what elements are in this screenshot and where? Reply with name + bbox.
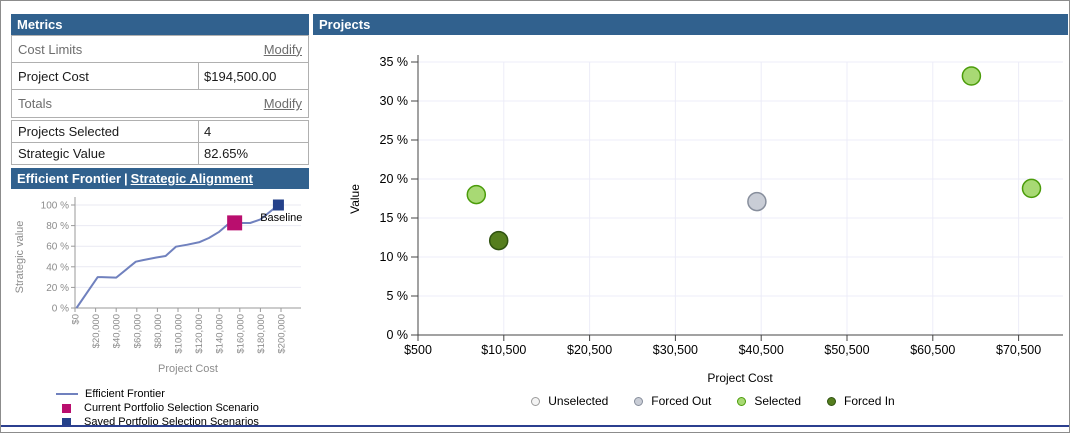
totals-modify-link[interactable]: Modify <box>263 96 302 111</box>
svg-text:$200,000: $200,000 <box>277 314 288 354</box>
projects-panel: Projects 0 % 5 % 10 % 15 % 20 % 25 % 30 % 35 % $… <box>313 14 1068 426</box>
project-point[interactable] <box>488 230 509 251</box>
svg-text:30 %: 30 % <box>380 94 409 108</box>
svg-text:20 %: 20 % <box>380 172 409 186</box>
svg-text:100 %: 100 % <box>41 201 69 212</box>
svg-text:$140,000: $140,000 <box>215 314 226 354</box>
svg-text:$160,000: $160,000 <box>235 314 246 354</box>
svg-text:$60,500: $60,500 <box>910 343 955 357</box>
projects-title: Projects <box>319 17 371 32</box>
legend-label: Current Portfolio Selection Scenario <box>84 402 259 414</box>
legend-item-unselected: Unselected <box>531 394 608 408</box>
project-point[interactable] <box>466 184 487 205</box>
svg-text:$70,500: $70,500 <box>996 343 1041 357</box>
svg-text:15 %: 15 % <box>380 211 409 225</box>
legend-label: Efficient Frontier <box>85 388 165 400</box>
svg-text:0 %: 0 % <box>52 304 69 315</box>
legend-label: Selected <box>754 394 802 408</box>
metrics-panel-header: Metrics <box>11 14 309 35</box>
selected-marker-icon <box>737 396 747 406</box>
metrics-title: Metrics <box>17 17 63 32</box>
legend-item-forced-in: Forced In <box>827 394 895 408</box>
legend-item-efficient-frontier: Efficient Frontier <box>56 387 309 401</box>
legend-item-forced-out: Forced Out <box>634 394 711 408</box>
svg-text:$40,500: $40,500 <box>739 343 784 357</box>
current-scenario-square-swatch <box>62 403 71 413</box>
legend-item-selected: Selected <box>737 394 801 408</box>
strategic-alignment-link[interactable]: Strategic Alignment <box>130 171 253 186</box>
svg-text:60 %: 60 % <box>46 242 69 253</box>
svg-text:5 %: 5 % <box>386 289 408 303</box>
header-divider: | <box>124 171 128 186</box>
legend-label: Unselected <box>548 394 609 408</box>
svg-text:10 %: 10 % <box>380 250 409 264</box>
cost-limits-label: Cost Limits <box>18 41 83 57</box>
scenario-marker[interactable] <box>272 199 284 211</box>
bottom-accent-bar <box>1 425 1069 427</box>
svg-text:$120,000: $120,000 <box>194 314 205 354</box>
svg-text:$20,500: $20,500 <box>567 343 612 357</box>
svg-text:$180,000: $180,000 <box>256 314 267 354</box>
metrics-panel: Metrics Cost Limits Modify Project Cost … <box>11 14 309 429</box>
project-point[interactable] <box>961 66 982 86</box>
legend-label: Forced Out <box>651 394 712 408</box>
svg-text:$100,000: $100,000 <box>174 314 185 354</box>
project-cost-label: Project Cost <box>18 68 89 84</box>
strategic-value-row: Strategic Value 82.65% <box>11 143 309 165</box>
forced-out-marker-icon <box>634 396 644 406</box>
svg-text:$60,000: $60,000 <box>132 314 143 348</box>
cost-limits-row: Cost Limits Modify <box>11 35 309 63</box>
saved-scenarios-square-swatch <box>62 417 71 427</box>
svg-text:$80,000: $80,000 <box>153 314 164 348</box>
svg-text:$40,000: $40,000 <box>112 314 123 348</box>
project-cost-row: Project Cost $194,500.00 <box>11 63 309 90</box>
projects-selected-label: Projects Selected <box>18 124 120 139</box>
svg-text:$20,000: $20,000 <box>91 314 102 348</box>
svg-text:Project Cost: Project Cost <box>707 371 773 385</box>
svg-text:$10,500: $10,500 <box>481 343 526 357</box>
legend-item-current-scenario: Current Portfolio Selection Scenario <box>56 401 309 415</box>
svg-text:$500: $500 <box>404 343 432 357</box>
svg-text:20 %: 20 % <box>46 283 69 294</box>
strategic-value-label: Strategic Value <box>18 146 106 161</box>
efficient-frontier-legend: Efficient Frontier Current Portfolio Sel… <box>56 387 309 429</box>
scenario-marker[interactable] <box>227 215 243 231</box>
totals-label: Totals <box>18 96 52 111</box>
svg-text:80 %: 80 % <box>46 221 69 232</box>
svg-text:$30,500: $30,500 <box>653 343 698 357</box>
legend-label: Forced In <box>844 394 895 408</box>
svg-text:35 %: 35 % <box>380 55 409 69</box>
efficient-frontier-line-swatch <box>56 393 78 395</box>
efficient-frontier-tab: Efficient Frontier <box>17 171 122 186</box>
svg-text:40 %: 40 % <box>46 262 69 273</box>
project-cost-value: $194,500.00 <box>198 63 308 89</box>
unselected-marker-icon <box>531 396 541 406</box>
svg-text:Value: Value <box>348 184 362 214</box>
svg-text:25 %: 25 % <box>380 133 409 147</box>
efficient-frontier-header: Efficient Frontier | Strategic Alignment <box>11 168 309 189</box>
projects-selected-row: Projects Selected 4 <box>11 120 309 143</box>
svg-text:Project Cost: Project Cost <box>158 363 218 375</box>
project-point[interactable] <box>1021 178 1042 199</box>
projects-legend: Unselected Forced Out Selected Forced In <box>358 392 1068 410</box>
forced-in-marker-icon <box>827 396 837 406</box>
projects-panel-header: Projects <box>313 14 1068 35</box>
svg-text:Strategic value: Strategic value <box>14 221 26 294</box>
cost-limits-modify-link[interactable]: Modify <box>263 41 302 57</box>
svg-text:Baseline: Baseline <box>260 212 302 224</box>
svg-text:$50,500: $50,500 <box>824 343 869 357</box>
efficient-frontier-chart: 0 % 20 % 40 % 60 % 80 % 100 % $0 $20,000 $40,000… <box>14 197 302 375</box>
svg-text:$0: $0 <box>71 314 82 325</box>
projects-selected-value: 4 <box>198 121 308 142</box>
projects-scatter-chart: 0 % 5 % 10 % 15 % 20 % 25 % 30 % 35 % $500 $10,50… <box>348 55 1063 385</box>
strategic-value-value: 82.65% <box>198 143 308 164</box>
project-point[interactable] <box>747 191 767 212</box>
totals-row: Totals Modify <box>11 90 309 118</box>
svg-text:0 %: 0 % <box>386 328 408 342</box>
